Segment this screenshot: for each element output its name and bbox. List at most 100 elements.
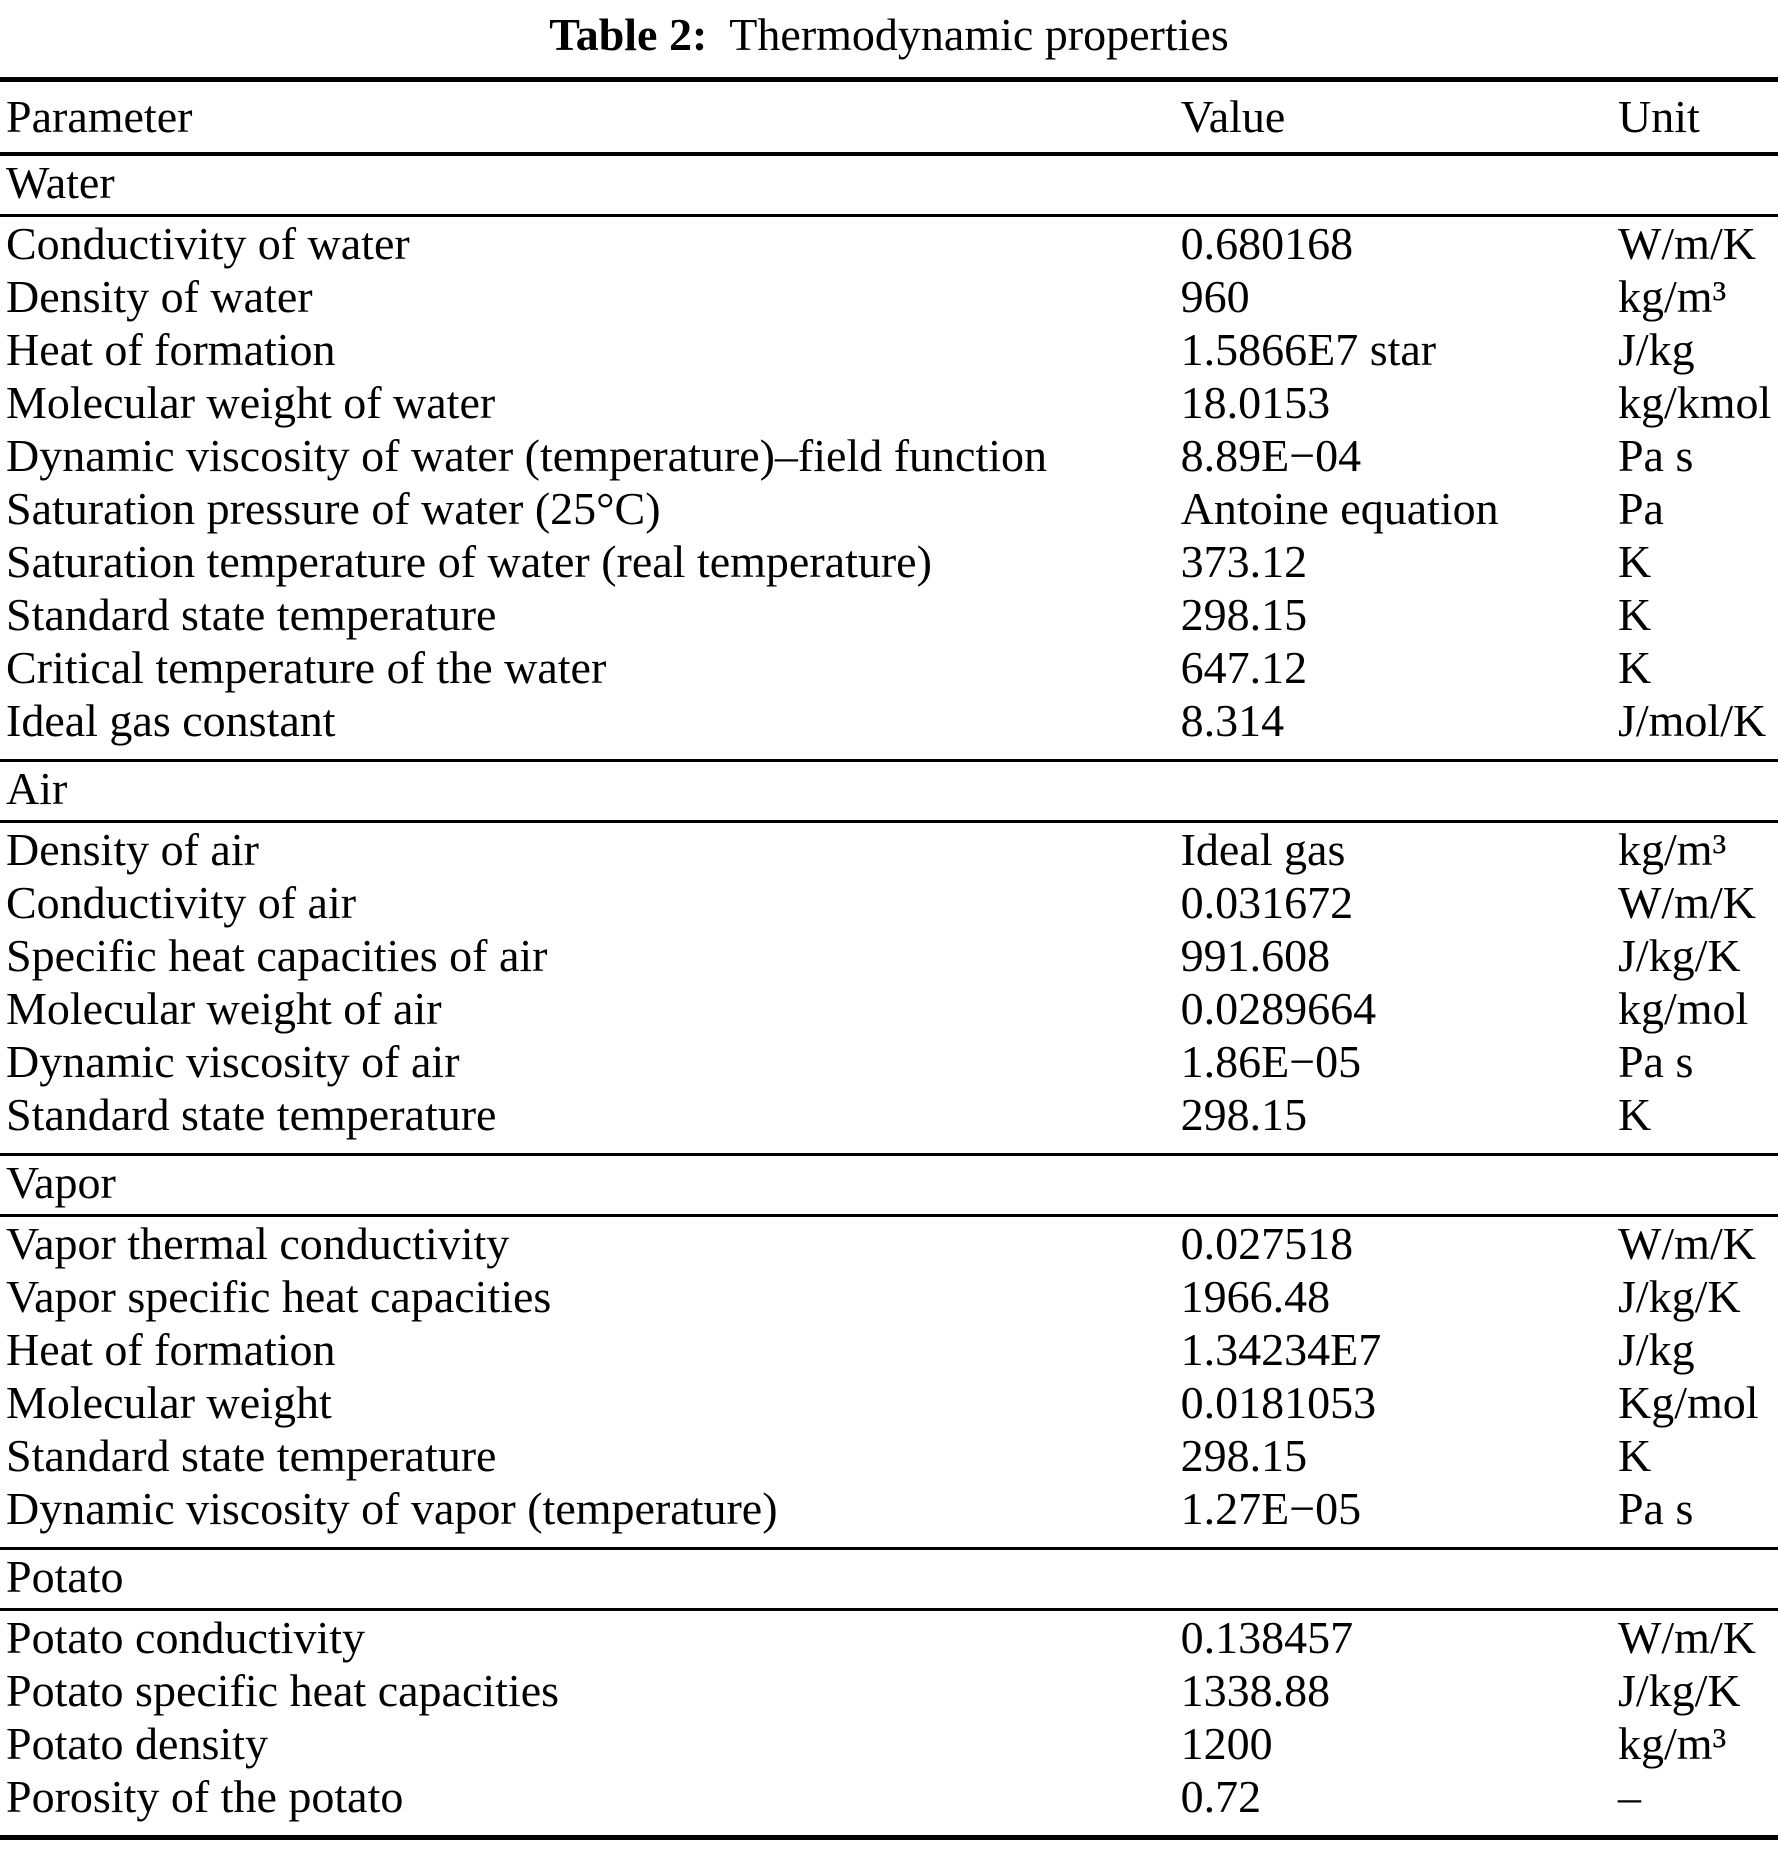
value-cell: 8.314	[1180, 695, 1285, 746]
value-cell: 0.0181053	[1180, 1377, 1377, 1428]
value-cell: 18.0153	[1180, 377, 1331, 428]
column-header-parameter: Parameter	[0, 79, 1181, 156]
unit-cell: J/kg/K	[1617, 1271, 1741, 1322]
table-row: Conductivity of water 0.680168 W/m/K	[0, 216, 1778, 271]
value-cell: 1.34234E7	[1180, 1324, 1382, 1375]
parameter-cell: Potato density	[6, 1718, 268, 1769]
table-row: Molecular weight of air 0.0289664 kg/mol	[0, 982, 1778, 1035]
table-row: Standard state temperature 298.15 K	[0, 1088, 1778, 1155]
unit-cell: J/kg	[1617, 324, 1695, 375]
parameter-cell: Ideal gas constant	[6, 695, 336, 746]
parameter-cell: Dynamic viscosity of vapor (temperature)	[6, 1483, 778, 1534]
parameter-cell: Critical temperature of the water	[6, 642, 607, 693]
table-row: Molecular weight 0.0181053 Kg/mol	[0, 1376, 1778, 1429]
table-row: Dynamic viscosity of air 1.86E−05 Pa s	[0, 1035, 1778, 1088]
table-caption-label: Table 2:	[549, 9, 708, 60]
parameter-cell: Heat of formation	[6, 1324, 336, 1375]
table-caption: Table 2: Thermodynamic properties	[0, 0, 1778, 77]
table-row: Saturation pressure of water (25°C) Antoi…	[0, 482, 1778, 535]
unit-cell: kg/kmol	[1617, 377, 1772, 428]
table-caption-text: Thermodynamic properties	[729, 9, 1229, 60]
unit-cell: W/m/K	[1617, 218, 1756, 269]
parameter-cell: Standard state temperature	[6, 589, 497, 640]
table-row: Density of air Ideal gas kg/m³	[0, 822, 1778, 877]
unit-cell: Pa s	[1617, 1483, 1694, 1534]
parameter-cell: Standard state temperature	[6, 1089, 497, 1140]
value-cell: 1.86E−05	[1180, 1036, 1362, 1087]
unit-cell: K	[1617, 536, 1652, 587]
unit-cell: –	[1617, 1771, 1641, 1822]
unit-cell: J/mol/K	[1617, 695, 1767, 746]
parameter-cell: Dynamic viscosity of air	[6, 1036, 460, 1087]
parameter-cell: Heat of formation	[6, 324, 336, 375]
unit-cell: W/m/K	[1617, 877, 1756, 928]
value-cell: Ideal gas	[1180, 824, 1346, 875]
parameter-cell: Potato specific heat capacities	[6, 1665, 560, 1716]
value-cell: 8.89E−04	[1180, 430, 1362, 481]
section-row-vapor: Vapor	[0, 1153, 1778, 1217]
parameter-cell: Molecular weight of air	[6, 983, 442, 1034]
unit-cell: K	[1617, 1430, 1652, 1481]
unit-cell: J/kg/K	[1617, 930, 1741, 981]
parameter-cell: Density of water	[6, 271, 313, 322]
value-cell: 991.608	[1180, 930, 1331, 981]
parameter-cell: Vapor specific heat capacities	[6, 1271, 552, 1322]
parameter-cell: Dynamic viscosity of water (temperature)…	[6, 430, 1048, 481]
column-header-value: Value	[1180, 79, 1618, 156]
table-row: Molecular weight of water 18.0153 kg/kmol	[0, 376, 1778, 429]
unit-cell: K	[1617, 589, 1652, 640]
table-row: Standard state temperature 298.15 K	[0, 588, 1778, 641]
parameter-cell: Porosity of the potato	[6, 1771, 404, 1822]
table-row: Potato conductivity 0.138457 W/m/K	[0, 1610, 1778, 1665]
value-cell: 647.12	[1180, 642, 1308, 693]
unit-cell: J/kg/K	[1617, 1665, 1741, 1716]
value-cell: 0.680168	[1180, 218, 1354, 269]
table-row: Dynamic viscosity of vapor (temperature)…	[0, 1482, 1778, 1549]
parameter-cell: Standard state temperature	[6, 1430, 497, 1481]
table-row: Standard state temperature 298.15 K	[0, 1429, 1778, 1482]
parameter-cell: Saturation pressure of water (25°C)	[6, 483, 661, 534]
table-body: Water Conductivity of water 0.680168 W/m/K D…	[0, 152, 1778, 1838]
parameter-cell: Conductivity of water	[6, 218, 410, 269]
parameter-cell: Vapor thermal conductivity	[6, 1218, 510, 1269]
table-row: Heat of formation 1.34234E7 J/kg	[0, 1323, 1778, 1376]
value-cell: 1200	[1180, 1718, 1273, 1769]
parameter-cell: Specific heat capacities of air	[6, 930, 548, 981]
unit-cell: Pa s	[1617, 430, 1694, 481]
section-row-air: Air	[0, 759, 1778, 823]
header-row: Parameter Value Unit	[0, 79, 1778, 156]
value-cell: 0.72	[1180, 1771, 1262, 1822]
value-cell: 1.5866E7 star	[1180, 324, 1437, 375]
table-row: Vapor specific heat capacities 1966.48 J/k…	[0, 1270, 1778, 1323]
parameter-cell: Conductivity of air	[6, 877, 357, 928]
value-cell: 0.031672	[1180, 877, 1354, 928]
value-cell: 0.027518	[1180, 1218, 1354, 1269]
unit-cell: kg/m³	[1617, 1718, 1727, 1769]
value-cell: 1.27E−05	[1180, 1483, 1362, 1534]
column-header-unit: Unit	[1617, 79, 1778, 156]
value-cell: 0.138457	[1180, 1612, 1354, 1663]
table-row: Vapor thermal conductivity 0.027518 W/m/K	[0, 1216, 1778, 1271]
parameter-cell: Molecular weight	[6, 1377, 332, 1428]
table-row: Specific heat capacities of air 991.608 J/…	[0, 929, 1778, 982]
parameter-cell: Density of air	[6, 824, 259, 875]
unit-cell: Kg/mol	[1617, 1377, 1759, 1428]
unit-cell: W/m/K	[1617, 1612, 1756, 1663]
value-cell: 1338.88	[1180, 1665, 1331, 1716]
value-cell: 0.0289664	[1180, 983, 1377, 1034]
value-cell: 298.15	[1180, 1430, 1308, 1481]
table-row: Density of water 960 kg/m³	[0, 270, 1778, 323]
table-row: Critical temperature of the water 647.12 K	[0, 641, 1778, 694]
parameter-cell: Potato conductivity	[6, 1612, 366, 1663]
section-row-potato: Potato	[0, 1547, 1778, 1611]
unit-cell: K	[1617, 642, 1652, 693]
section-row-water: Water	[0, 152, 1778, 217]
unit-cell: Pa	[1617, 483, 1664, 534]
table-row: Ideal gas constant 8.314 J/mol/K	[0, 694, 1778, 761]
unit-cell: kg/m³	[1617, 271, 1727, 322]
table-row: Heat of formation 1.5866E7 star J/kg	[0, 323, 1778, 376]
value-cell: 960	[1180, 271, 1250, 322]
table-row: Conductivity of air 0.031672 W/m/K	[0, 876, 1778, 929]
unit-cell: J/kg	[1617, 1324, 1695, 1375]
